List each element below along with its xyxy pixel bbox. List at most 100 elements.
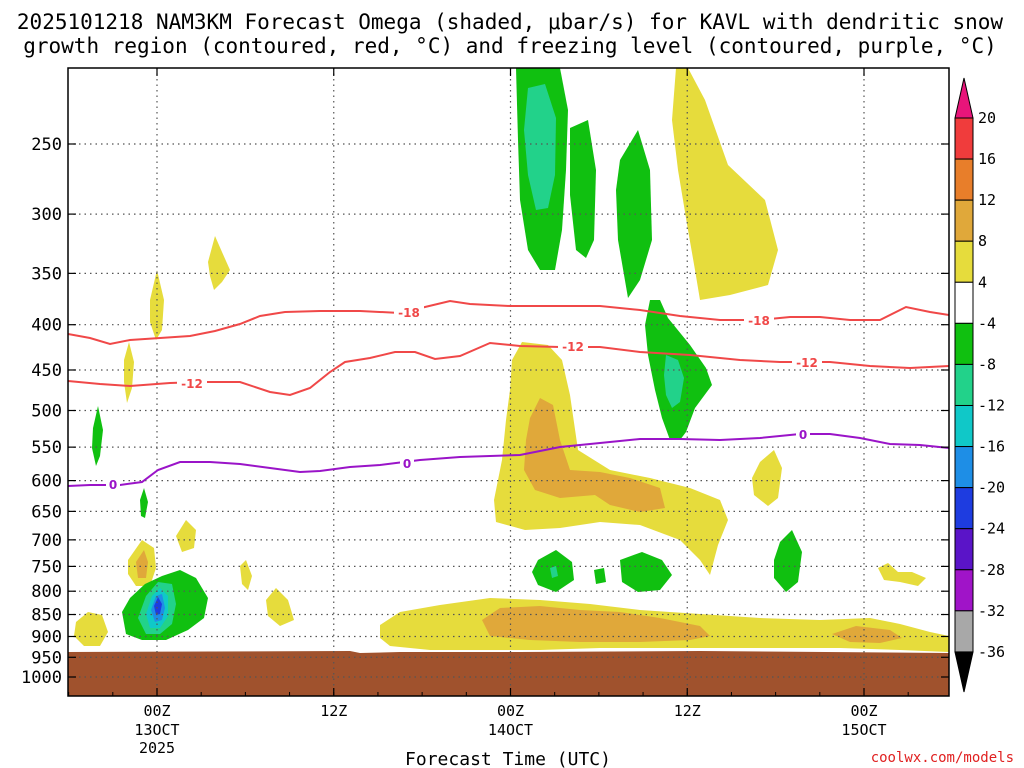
omega-region-left-yellow-1 xyxy=(74,612,108,646)
contour-label-zero-2: 0 xyxy=(403,457,411,471)
contour-label-minus12-2: -12 xyxy=(562,340,584,354)
colorbar-swatch xyxy=(954,487,974,530)
colorbar: 20 16 12 8 4 -4 -8 -12 -16 -20 -24 -28 -32 -36 xyxy=(954,77,1005,693)
plot-frame xyxy=(67,67,950,697)
colorbar-label: -16 xyxy=(978,438,1005,456)
x-tick-date: 13OCT xyxy=(134,721,179,739)
y-tick-label: 350 xyxy=(31,264,62,284)
ground-below-surface xyxy=(68,651,949,696)
colorbar-top-arrow xyxy=(954,77,974,119)
colorbar-swatch xyxy=(954,240,974,283)
colorbar-swatch xyxy=(954,363,974,406)
y-tick-label: 950 xyxy=(31,648,62,668)
omega-region-low-orange-band xyxy=(482,606,710,642)
x-tick-label: 12Z xyxy=(320,702,347,720)
x-tick-date: 15OCT xyxy=(841,721,886,739)
y-axis: 2503003504004505005506006507007508008509… xyxy=(21,135,949,688)
y-tick-label: 600 xyxy=(31,472,62,492)
credit-text: coolwx.com/models xyxy=(871,750,1014,766)
omega-region-left-green-2 xyxy=(140,488,148,518)
x-tick-date: 14OCT xyxy=(488,721,533,739)
colorbar-label: -20 xyxy=(978,479,1005,497)
omega-region-left-yellow-4 xyxy=(240,560,252,590)
grid-lines xyxy=(68,68,949,696)
colorbar-label: 8 xyxy=(978,232,987,250)
y-tick-label: 800 xyxy=(31,582,62,602)
y-tick-label: 850 xyxy=(31,606,62,626)
x-tick-label: 12Z xyxy=(674,702,701,720)
colorbar-label: 12 xyxy=(978,191,996,209)
omega-region-low-green-4 xyxy=(774,530,802,592)
omega-region-left-green-1 xyxy=(92,406,103,466)
x-tick-year: 2025 xyxy=(139,739,175,757)
contour-label-minus18-2: -18 xyxy=(748,314,770,328)
colorbar-label: -28 xyxy=(978,561,1005,579)
omega-region-mid-teal xyxy=(664,355,684,408)
y-tick-label: 250 xyxy=(31,135,62,155)
colorbar-swatch xyxy=(954,322,974,365)
contour-label-zero-3: 0 xyxy=(799,428,807,442)
omega-region-upper-green-2 xyxy=(570,120,596,258)
colorbar-label: -4 xyxy=(978,314,996,332)
omega-region-mid-yellow xyxy=(494,342,728,575)
colorbar-swatch xyxy=(954,158,974,201)
colorbar-label: -36 xyxy=(978,643,1005,661)
colorbar-swatch xyxy=(954,610,974,653)
omega-region-low-green-3 xyxy=(620,552,672,592)
colorbar-label: -32 xyxy=(978,602,1005,620)
omega-region-mid-orange xyxy=(524,398,665,512)
omega-region-left-yellow-8 xyxy=(124,342,134,403)
omega-region-left-darkblue-cell xyxy=(154,597,162,615)
colorbar-label: -12 xyxy=(978,396,1005,414)
contour-label-minus18-1: -18 xyxy=(398,306,420,320)
omega-region-left-yellow-3 xyxy=(176,520,196,552)
colorbar-swatch xyxy=(954,281,974,324)
contour-label-minus12-1: -12 xyxy=(181,377,203,391)
y-tick-label: 700 xyxy=(31,531,62,551)
colorbar-swatch xyxy=(954,446,974,489)
y-tick-label: 650 xyxy=(31,502,62,522)
colorbar-swatch xyxy=(954,404,974,448)
x-tick-label: 00Z xyxy=(850,702,877,720)
colorbar-swatch xyxy=(954,569,974,612)
x-axis-label: Forecast Time (UTC) xyxy=(405,749,611,768)
omega-region-low-teal-1 xyxy=(550,566,558,578)
colorbar-label: 16 xyxy=(978,150,996,168)
y-tick-label: 900 xyxy=(31,627,62,647)
contour-label-minus12-3: -12 xyxy=(796,356,818,370)
omega-region-upper-green-3 xyxy=(616,130,652,298)
colorbar-swatch xyxy=(954,117,974,160)
y-tick-label: 400 xyxy=(31,316,62,336)
omega-region-low-green-2 xyxy=(594,568,606,584)
omega-region-left-orange xyxy=(136,550,148,578)
y-tick-label: 450 xyxy=(31,361,62,381)
y-tick-label: 500 xyxy=(31,402,62,422)
x-tick-label: 00Z xyxy=(497,702,524,720)
x-tick-label: 00Z xyxy=(143,702,170,720)
y-tick-label: 550 xyxy=(31,438,62,458)
chart-title-line2: growth region (contoured, red, °C) and f… xyxy=(23,34,997,58)
omega-region-low-yellow-right xyxy=(878,563,926,586)
colorbar-label: 20 xyxy=(978,109,996,127)
colorbar-label: -24 xyxy=(978,520,1005,538)
y-tick-label: 300 xyxy=(31,205,62,225)
colorbar-bottom-arrow xyxy=(954,651,974,693)
omega-region-left-yellow-5 xyxy=(266,588,294,626)
colorbar-swatch xyxy=(954,199,974,242)
y-tick-label: 1000 xyxy=(21,668,62,688)
colorbar-swatch xyxy=(954,528,974,571)
contour-label-zero-1: 0 xyxy=(109,478,117,492)
omega-region-upper-yellow-1 xyxy=(672,68,778,300)
omega-region-left-yellow-6 xyxy=(208,236,230,290)
omega-region-low-orange-right xyxy=(832,626,902,643)
y-tick-label: 750 xyxy=(31,557,62,577)
chart-title-line1: 2025101218 NAM3KM Forecast Omega (shaded… xyxy=(17,10,1004,34)
omega-region-right-yellow xyxy=(752,450,782,506)
colorbar-label: -8 xyxy=(978,355,996,373)
omega-region-upper-teal-1 xyxy=(524,84,556,210)
colorbar-label: 4 xyxy=(978,273,987,291)
contour-labels: -18 -18 -12 -12 -12 0 0 0 xyxy=(106,305,822,492)
contour-line-minus12 xyxy=(68,341,949,397)
